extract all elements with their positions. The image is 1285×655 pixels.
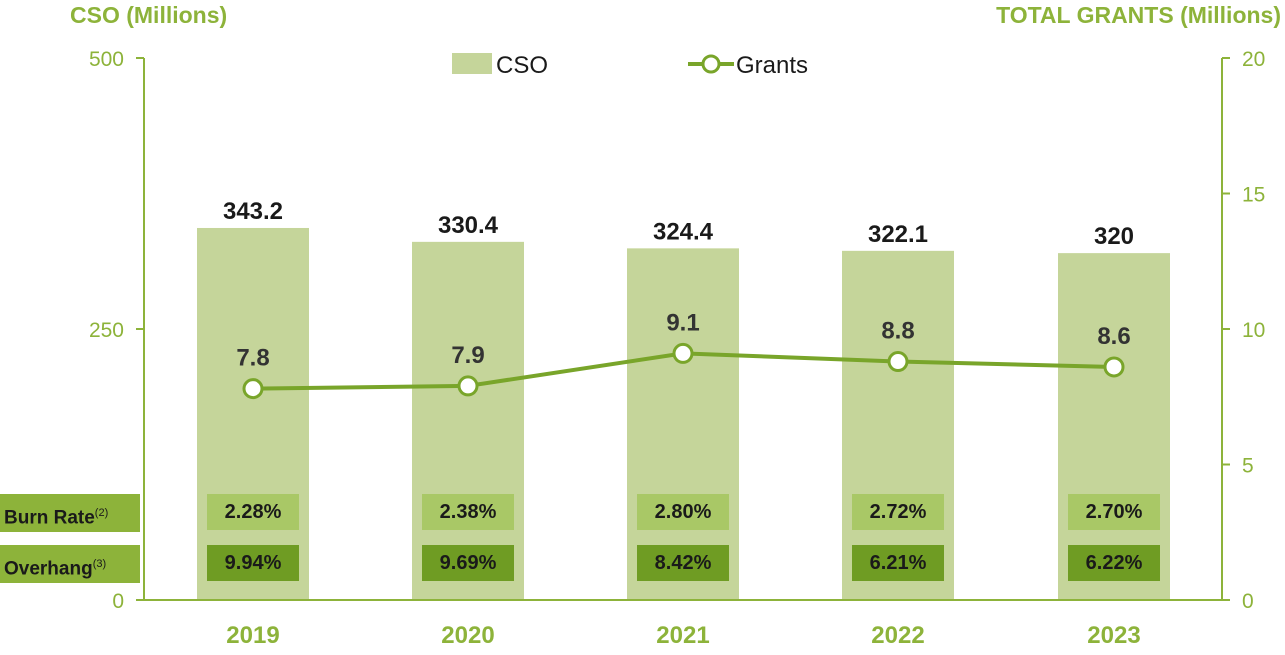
- burn-rate-value: 2.38%: [422, 494, 514, 530]
- x-tick-label: 2022: [871, 622, 924, 649]
- left-tick-label: 250: [89, 319, 124, 342]
- burn-rate-label: Burn Rate: [4, 507, 95, 529]
- cso-bar: [1058, 253, 1170, 600]
- left-axis-title: CSO (Millions): [70, 2, 228, 28]
- cso-bar-label: 330.4: [438, 212, 499, 239]
- right-tick-label: 20: [1242, 48, 1265, 71]
- grants-point: [887, 351, 909, 373]
- burn-rate-value: 2.28%: [207, 494, 299, 530]
- grants-point: [672, 342, 694, 364]
- legend-cso-swatch: [452, 53, 492, 74]
- cso-bar: [197, 227, 309, 601]
- cso-bar-label: 320: [1094, 223, 1134, 250]
- grants-point-label: 8.6: [1097, 323, 1130, 350]
- left-tick-label: 0: [112, 590, 124, 613]
- legend-cso-label: CSO: [496, 52, 548, 79]
- legend-grants-marker: [701, 54, 721, 74]
- overhang-row-label: Overhang(3): [0, 545, 140, 583]
- right-tick-label: 10: [1242, 319, 1265, 342]
- burn-rate-value: 2.80%: [637, 494, 729, 530]
- right-axis-title: TOTAL GRANTS (Millions): [996, 2, 1281, 28]
- grants-point-label: 8.8: [881, 318, 914, 345]
- left-tick-label: 500: [89, 48, 124, 71]
- grants-point: [1103, 356, 1125, 378]
- cso-bar-label: 343.2: [223, 198, 283, 225]
- right-tick-label: 0: [1242, 590, 1254, 613]
- overhang-value: 6.21%: [852, 545, 944, 581]
- x-tick-label: 2023: [1087, 622, 1140, 649]
- overhang-note: (3): [92, 558, 107, 570]
- x-tick-label: 2021: [656, 622, 709, 649]
- overhang-label: Overhang: [4, 558, 93, 580]
- grants-point-label: 7.9: [451, 342, 484, 369]
- burn-rate-value: 2.72%: [852, 494, 944, 530]
- overhang-value: 9.94%: [207, 545, 299, 581]
- grants-point-label: 9.1: [666, 309, 699, 336]
- burn-rate-note: (2): [94, 507, 109, 519]
- x-tick-label: 2019: [226, 622, 279, 649]
- grants-point: [242, 378, 264, 400]
- burn-rate-value: 2.70%: [1068, 494, 1160, 530]
- cso-bar-label: 324.4: [653, 218, 714, 245]
- cso-bar: [627, 248, 739, 600]
- cso-bar: [842, 250, 954, 600]
- x-tick-label: 2020: [441, 622, 494, 649]
- cso-bar-label: 322.1: [868, 221, 928, 248]
- overhang-value: 8.42%: [637, 545, 729, 581]
- right-tick-label: 5: [1242, 455, 1254, 478]
- overhang-value: 9.69%: [422, 545, 514, 581]
- burn-rate-row-label: Burn Rate(2): [0, 494, 140, 532]
- grants-point-label: 7.8: [236, 345, 269, 372]
- grants-point: [457, 375, 479, 397]
- cso-bar: [412, 241, 524, 600]
- right-tick-label: 15: [1242, 184, 1265, 207]
- overhang-value: 6.22%: [1068, 545, 1160, 581]
- legend-grants-label: Grants: [736, 52, 808, 79]
